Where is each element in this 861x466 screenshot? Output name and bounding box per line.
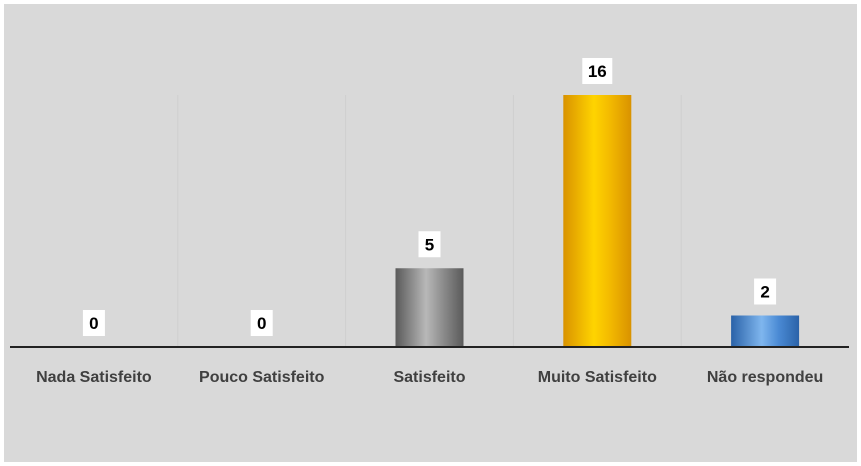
category-label: Muito Satisfeito — [538, 369, 657, 386]
category-dividers — [177, 95, 682, 347]
category-labels-group: Nada Satisfeito Pouco Satisfeito Satisfeit… — [36, 369, 823, 386]
category-label: Satisfeito — [393, 369, 465, 386]
bar-chart: 0 0 5 16 2 Nada Satisfeito Pouco Satisfeito Sa… — [10, 58, 849, 386]
data-label: 16 — [588, 62, 607, 81]
data-label-box — [582, 58, 613, 84]
data-label-box — [418, 231, 441, 258]
category-label: Pouco Satisfeito — [199, 369, 325, 386]
data-label: 0 — [257, 314, 266, 333]
data-label: 5 — [425, 235, 434, 254]
data-labels-group: 0 0 5 16 2 — [82, 58, 777, 336]
category-label: Não respondeu — [707, 369, 823, 386]
data-label-box — [754, 278, 777, 305]
chart-area: 0 0 5 16 2 Nada Satisfeito Pouco Satisfeito Sa… — [4, 4, 857, 462]
bars-group — [395, 95, 800, 347]
bar — [731, 315, 800, 347]
data-label: 2 — [760, 283, 769, 302]
bar — [395, 268, 464, 347]
data-label-box — [250, 310, 273, 336]
data-label: 0 — [89, 314, 98, 333]
bar — [563, 95, 632, 347]
category-label: Nada Satisfeito — [36, 369, 152, 386]
data-label-box — [82, 310, 105, 336]
